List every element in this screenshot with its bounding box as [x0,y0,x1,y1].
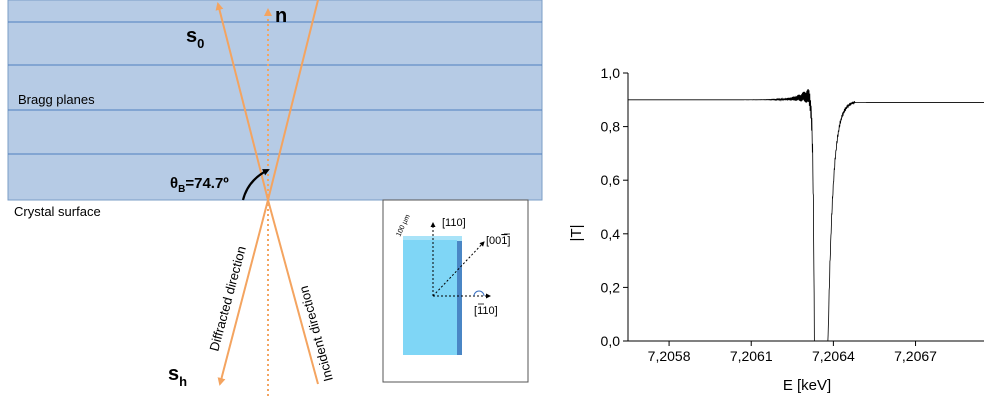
inset-crystal [403,240,457,355]
incident-direction-label: Incident direction [296,284,336,383]
s0-label: s0 [186,25,204,51]
axis-ticks: 0,0 0,2 0,4 0,6 0,8 1,0 7,2058 7,2061 7,2064 7,20… [601,65,938,364]
y-axis-label: |T| [568,225,585,242]
theta-arc [241,169,270,201]
beam-s0 [215,2,269,201]
beam-sh [217,199,269,386]
y-tick-label: 0,0 [601,333,621,349]
y-tick-label: 1,0 [601,65,621,81]
transmission-curve [628,89,984,342]
y-tick-label: 0,2 [601,279,621,295]
theta-label: θB=74.7º [170,175,229,195]
axis-m110-label: [110] [474,305,498,317]
x-tick-label: 7,2058 [648,348,691,364]
beam-incident [267,0,319,201]
x-axis-label: E [keV] [783,377,831,394]
rotation-icon [473,290,485,297]
y-tick-label: 0,4 [601,226,621,242]
y-tick-label: 0,8 [601,119,621,135]
n-label: n [275,5,287,27]
bragg-diagram: s0 n Bragg planes Crystal surface θB=74.… [7,0,543,396]
y-tick-label: 0,6 [601,172,621,188]
crystal-surface-label: Crystal surface [14,204,101,219]
x-tick-label: 7,2061 [730,348,773,364]
axis-110-label: [110] [442,217,466,229]
crystal-orientation-inset: [110] [001] [110] 100 µm [382,199,529,383]
x-tick-label: 7,2064 [812,348,855,364]
beam-incident-lower [267,199,319,385]
sh-label: sh [168,363,187,389]
x-tick-label: 7,2067 [894,348,937,364]
transmission-chart: |T| E [keV] 0,0 0,2 0,4 0,6 0,8 1,0 7,2058 7,20… [568,65,984,394]
crystal-region [7,0,543,201]
axis-001-label: [001] [486,235,510,247]
axis-001-line [432,241,485,297]
inset-crystal-side [456,240,462,355]
bragg-planes-label: Bragg planes [18,92,95,107]
